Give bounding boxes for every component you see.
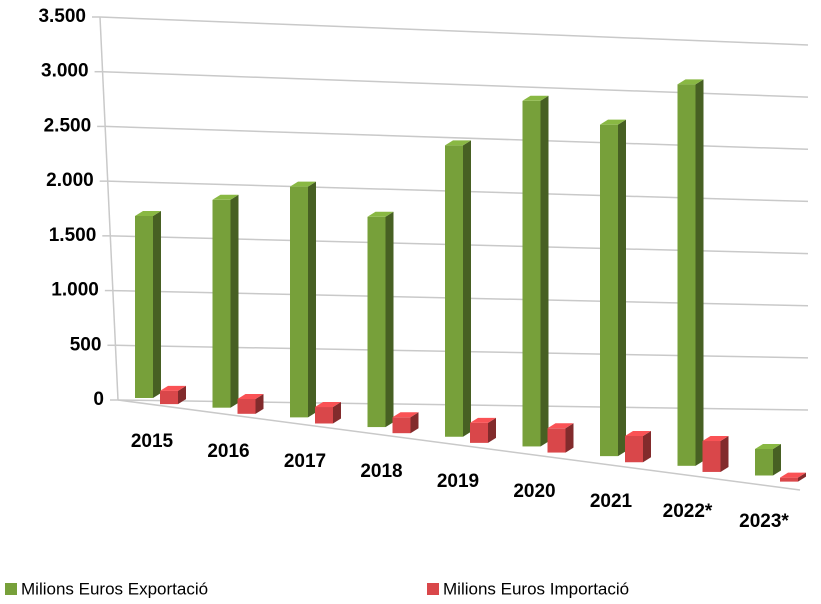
bar-front — [160, 390, 178, 405]
bar-front — [780, 477, 798, 482]
bar-side — [695, 79, 704, 466]
bar — [470, 417, 496, 443]
bar — [367, 211, 394, 428]
bar — [135, 210, 161, 398]
legend-swatch — [427, 583, 439, 595]
bar — [677, 79, 704, 466]
y-tick-label: 2.500 — [44, 115, 92, 136]
bar-front — [547, 428, 566, 453]
bar-top — [135, 210, 161, 216]
bar-side — [618, 119, 626, 457]
bar-top — [547, 423, 574, 429]
x-tick-label: 2021 — [590, 491, 633, 512]
x-tick-label: 2019 — [437, 471, 479, 492]
bar-side — [178, 385, 186, 405]
bar-side — [463, 140, 471, 437]
bar-top — [677, 79, 704, 85]
y-tick-label: 3.000 — [41, 61, 89, 82]
x-tick-label: 2018 — [360, 461, 402, 482]
bar-front — [315, 407, 333, 424]
bar-top — [625, 430, 651, 436]
bar-top — [367, 211, 394, 217]
bar-top — [237, 393, 264, 399]
y-tick-label: 3.500 — [38, 6, 86, 27]
bar-side — [333, 402, 341, 424]
y-tick-label: 2.000 — [46, 170, 94, 191]
bar-side — [255, 393, 264, 414]
bar-front — [212, 199, 231, 408]
legend-label: Milions Euros Exportació — [21, 579, 208, 598]
bar-side — [540, 95, 549, 447]
bar-side — [565, 423, 574, 453]
bar-top — [445, 140, 471, 146]
bar-top — [780, 472, 806, 478]
bar-top — [290, 181, 316, 187]
bar-side — [308, 181, 316, 418]
bar — [315, 402, 341, 424]
bar-top — [212, 194, 239, 200]
bar-front — [470, 422, 488, 443]
bar — [600, 119, 626, 457]
y-tick-label: 500 — [70, 334, 102, 355]
bar-top — [702, 436, 729, 442]
bar-side — [410, 412, 419, 434]
legend-label: Milions Euros Importació — [443, 579, 629, 598]
legend-swatch — [5, 583, 17, 595]
bar-side — [385, 211, 394, 428]
x-tick-label: 2015 — [131, 431, 174, 452]
x-tick-label: 2020 — [513, 481, 555, 502]
bar-front — [290, 186, 308, 418]
bar — [212, 194, 239, 408]
bar-front — [677, 84, 696, 466]
y-tick-label: 1.500 — [49, 225, 97, 246]
bar — [755, 443, 781, 476]
x-tick-label: 2022* — [663, 501, 713, 522]
bar — [160, 385, 186, 405]
bar — [702, 436, 729, 472]
bar — [547, 423, 574, 453]
x-tick-label: 2016 — [207, 441, 249, 462]
x-tick-label: 2017 — [284, 451, 326, 472]
y-axis — [99, 16, 119, 401]
bar — [445, 140, 471, 437]
bar-front — [600, 124, 618, 457]
bar-side — [773, 443, 781, 476]
bar-top — [755, 443, 781, 449]
bar-top — [160, 385, 186, 391]
bar — [290, 181, 316, 418]
bar-side — [230, 194, 239, 408]
x-tick-label: 2023* — [739, 511, 789, 532]
bar-side — [720, 436, 729, 472]
bar — [780, 472, 806, 482]
bar-front — [522, 100, 541, 447]
bar-front — [392, 417, 411, 434]
bar-front — [625, 435, 643, 463]
bar-front — [702, 441, 721, 472]
bar-top — [392, 412, 419, 418]
bar-top — [315, 402, 341, 408]
bar-front — [445, 145, 463, 437]
bar — [625, 430, 651, 463]
bar-front — [135, 215, 153, 398]
bar — [522, 95, 549, 447]
bar-front — [367, 216, 386, 428]
grid-line — [99, 16, 809, 46]
bar — [237, 393, 264, 414]
y-tick-label: 1.000 — [51, 280, 99, 301]
bar-side — [153, 210, 161, 398]
floor-edge — [117, 399, 801, 491]
bar-side — [798, 472, 806, 482]
bar-side — [488, 417, 496, 443]
bar — [392, 412, 419, 434]
bar-side — [643, 430, 651, 463]
bar-front — [237, 398, 256, 414]
bar-top — [470, 417, 496, 423]
y-tick-label: 0 — [93, 389, 104, 410]
bar-top — [600, 119, 626, 125]
bar-top — [522, 95, 549, 101]
bar-front — [755, 448, 773, 476]
